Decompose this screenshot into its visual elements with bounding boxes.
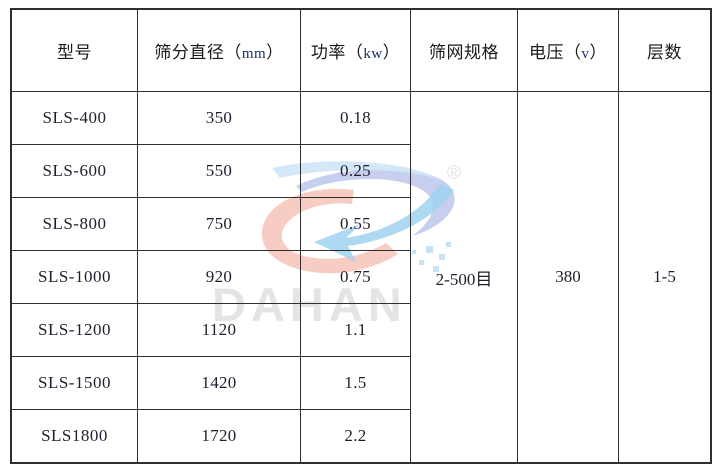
header-label: 电压（	[529, 43, 582, 62]
cell-model: SLS-1000	[11, 250, 138, 304]
cell-power: 0.75	[300, 250, 411, 304]
cell-model: SLS-1500	[11, 356, 138, 410]
column-header-model: 型号	[11, 9, 138, 92]
cell-diameter: 750	[137, 197, 301, 251]
column-header-screening-diameter: 筛分直径（mm）	[137, 9, 301, 92]
cell-model: SLS1800	[11, 409, 138, 463]
cell-power: 1.5	[300, 356, 411, 410]
header-label-close: ）	[589, 43, 607, 62]
cell-diameter: 920	[137, 250, 301, 304]
header-label: 层数	[647, 43, 682, 62]
cell-model: SLS-1200	[11, 303, 138, 357]
cell-power: 2.2	[300, 409, 411, 463]
specification-table: 型号 筛分直径（mm） 功率（kw） 筛网规格 电压（v） 层数	[10, 8, 712, 464]
cell-power: 1.1	[300, 303, 411, 357]
header-label: 型号	[57, 43, 92, 62]
cell-power: 0.55	[300, 197, 411, 251]
cell-model: SLS-800	[11, 197, 138, 251]
cell-diameter: 550	[137, 144, 301, 198]
cell-diameter: 1720	[137, 409, 301, 463]
table-row: SLS-400 350 0.18 2-500目 380 1-5	[11, 91, 711, 463]
cell-voltage-merged: 380	[517, 91, 619, 463]
column-header-mesh-spec: 筛网规格	[410, 9, 518, 92]
column-header-voltage: 电压（v）	[517, 9, 619, 92]
cell-power: 0.18	[300, 91, 411, 145]
column-header-layers: 层数	[618, 9, 711, 92]
cell-diameter: 1420	[137, 356, 301, 410]
header-unit: v	[581, 46, 590, 62]
header-label-close: ）	[266, 43, 284, 62]
table-row: SLS1800 1720 2.2	[11, 409, 711, 463]
cell-diameter: 350	[137, 91, 301, 145]
table-row: SLS-1200 1120 1.1	[11, 303, 711, 357]
header-label: 筛网规格	[429, 43, 499, 62]
column-header-power: 功率（kw）	[300, 9, 411, 92]
header-label: 功率（	[310, 43, 364, 62]
header-unit: kw	[363, 46, 383, 62]
table-row: SLS-1500 1420 1.5	[11, 356, 711, 410]
table-header-row: 型号 筛分直径（mm） 功率（kw） 筛网规格 电压（v） 层数	[11, 9, 711, 92]
cell-model: SLS-400	[11, 91, 138, 145]
header-label-close: ）	[382, 43, 401, 62]
cell-power: 0.25	[300, 144, 411, 198]
header-unit: mm	[241, 46, 267, 62]
header-label: 筛分直径（	[154, 43, 242, 62]
cell-mesh-spec-merged: 2-500目	[410, 91, 518, 463]
cell-diameter: 1120	[137, 303, 301, 357]
cell-model: SLS-600	[11, 144, 138, 198]
cell-layers-merged: 1-5	[618, 91, 711, 463]
